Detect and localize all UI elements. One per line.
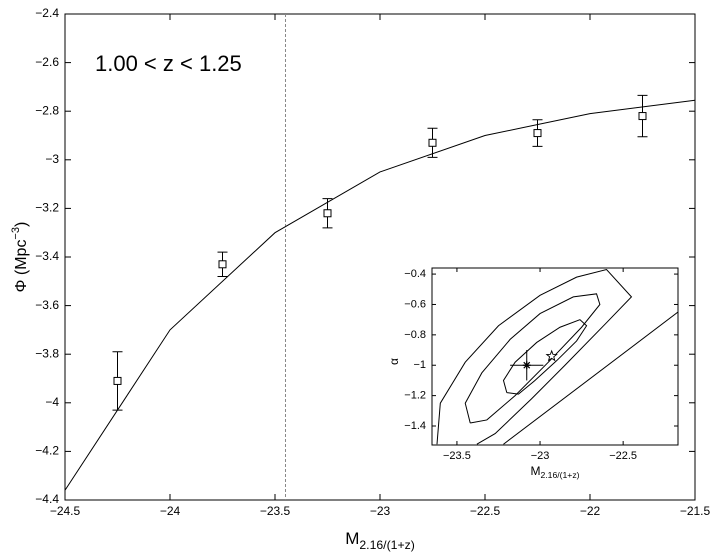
x-tick-label: −21.5: [680, 504, 711, 518]
inset-x-axis-label: M2.16/(1+z): [530, 464, 579, 480]
y-tick-label: −3.2: [35, 201, 59, 215]
y-tick-label: −2.6: [35, 55, 59, 69]
x-tick-label: −23: [370, 504, 391, 518]
y-tick-label: −4.4: [35, 492, 59, 506]
inset-y-axis-label: α: [387, 358, 401, 365]
y-tick-label: −2.8: [35, 103, 59, 117]
y-tick-label: −1.4: [404, 420, 426, 432]
plot-frame: [431, 267, 679, 446]
x-tick-label: −24.5: [50, 504, 81, 518]
x-tick-label: −23: [531, 450, 550, 462]
x-tick-label: −22: [580, 504, 601, 518]
axis-label-text: ): [13, 222, 30, 227]
x-tick-label: −24: [160, 504, 181, 518]
y-tick-label: −2.4: [35, 6, 59, 20]
axis-label-superscript: −3: [10, 227, 22, 240]
data-point: [428, 138, 437, 147]
y-tick-label: −3.8: [35, 346, 59, 360]
data-point: [533, 129, 542, 138]
x-axis-label: M2.16/(1+z): [345, 529, 415, 552]
contour: [464, 293, 601, 424]
y-tick-label: −0.6: [404, 298, 426, 310]
y-tick-label: −3.4: [35, 249, 59, 263]
y-tick-label: −0.4: [404, 268, 426, 280]
y-tick-label: −1.2: [404, 390, 426, 402]
y-tick-label: −1: [413, 359, 426, 371]
y-axis-label: Φ (Mpc−3): [10, 222, 30, 293]
y-tick-label: −0.8: [404, 329, 426, 341]
x-tick-label: −23.5: [443, 450, 471, 462]
annotation: 1.00 < z < 1.25: [95, 51, 242, 76]
y-tick-label: −3.6: [35, 298, 59, 312]
x-tick-label: −22.5: [470, 504, 501, 518]
contour: [503, 311, 678, 445]
axis-label-text: M: [345, 529, 359, 548]
y-tick-label: −4: [45, 395, 59, 409]
axis-label-text: M: [530, 464, 540, 478]
data-point: [323, 209, 332, 218]
axis-label-subscript: 2.16/(1+z): [540, 470, 579, 480]
contour: [436, 268, 633, 445]
best-fit-marker: [522, 361, 531, 370]
model-line: [64, 99, 696, 491]
axis-label-subscript: 2.16/(1+z): [359, 538, 414, 552]
data-point: [218, 260, 227, 269]
x-tick-label: −23.5: [260, 504, 291, 518]
data-point: [638, 112, 647, 121]
y-tick-label: −4.2: [35, 444, 59, 458]
star-marker: [545, 349, 558, 362]
x-tick-label: −22.5: [609, 450, 637, 462]
data-point: [113, 376, 122, 385]
axis-label-text: Φ (Mpc: [13, 240, 30, 293]
y-tick-label: −3: [45, 152, 59, 166]
